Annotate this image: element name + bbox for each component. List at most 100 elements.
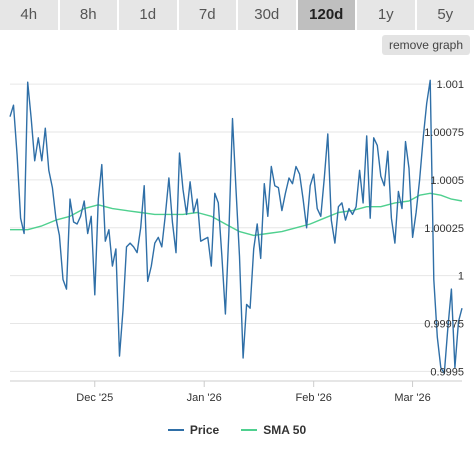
price-line-point xyxy=(376,144,379,147)
price-line-point xyxy=(118,355,121,358)
price-line-point xyxy=(351,213,354,216)
price-line-point xyxy=(164,213,167,216)
price-line-point xyxy=(305,226,308,229)
price-line-point xyxy=(51,186,54,189)
sma-line-point xyxy=(365,205,368,208)
price-line-point xyxy=(337,205,340,208)
x-tick-label: Mar '26 xyxy=(394,392,430,404)
sma-line-point xyxy=(111,207,114,210)
y-tick-label: 0.99975 xyxy=(424,319,464,331)
price-line-point xyxy=(19,217,22,220)
price-line-point xyxy=(213,192,216,195)
price-chart: Dec '25 Jan '26 Feb '26 Mar '26 0.99950.999… xyxy=(9,79,464,404)
price-line-point xyxy=(192,211,195,214)
sma-line-point xyxy=(450,198,453,201)
price-line-point xyxy=(273,184,276,187)
price-line-point xyxy=(365,134,368,137)
price-line-point xyxy=(280,209,283,212)
price-line-point xyxy=(390,217,393,220)
price-line-point xyxy=(245,303,248,306)
price-line-point xyxy=(61,278,64,281)
price-line-point xyxy=(224,312,227,315)
sma-line-point xyxy=(40,224,43,227)
price-line-point xyxy=(234,188,237,191)
sma-line-point xyxy=(280,230,283,233)
remove-graph-button[interactable]: remove graph xyxy=(382,35,470,55)
price-line-point xyxy=(340,201,343,204)
price-line-point xyxy=(312,173,315,176)
legend-item-sma[interactable]: SMA 50 xyxy=(241,423,306,437)
price-line-point xyxy=(460,307,463,310)
price-line-point xyxy=(79,215,82,218)
timeframe-tabbar: 4h 8h 1d 7d 30d 120d 1y 5y xyxy=(0,0,474,30)
sma-line-point xyxy=(210,215,213,218)
price-line-point xyxy=(100,163,103,166)
x-tick-label: Dec '25 xyxy=(76,392,113,404)
price-line-point xyxy=(104,240,107,243)
sma-line-point xyxy=(309,222,312,225)
price-line-point xyxy=(291,182,294,185)
tab-120d[interactable]: 120d xyxy=(297,0,357,30)
price-line-point xyxy=(347,207,350,210)
y-tick-label: 1.001 xyxy=(436,79,464,91)
price-line-point xyxy=(185,213,188,216)
price-line-point xyxy=(72,220,75,223)
price-line-point xyxy=(132,245,135,248)
y-axis: 0.9995 0.99975 1 1.00025 1.0005 1.00075 1.001 xyxy=(424,79,464,378)
sma-line-point xyxy=(153,213,156,216)
tab-30d[interactable]: 30d xyxy=(238,0,298,30)
grid xyxy=(10,83,462,372)
sma-legend-line-icon xyxy=(241,429,258,431)
price-line-point xyxy=(287,176,290,179)
price-line-point xyxy=(242,356,245,359)
price-line-point xyxy=(125,245,128,248)
price-line-point xyxy=(249,307,252,310)
price-line-point xyxy=(284,192,287,195)
price-series xyxy=(9,79,463,374)
price-line-point xyxy=(37,136,40,139)
sma-line-point xyxy=(167,213,170,216)
price-line-point xyxy=(203,238,206,241)
legend-item-price[interactable]: Price xyxy=(167,423,219,437)
price-line-point xyxy=(400,207,403,210)
price-line-point xyxy=(429,79,432,82)
price-line-point xyxy=(344,219,347,222)
tab-1y[interactable]: 1y xyxy=(357,0,417,30)
price-line-point xyxy=(227,230,230,233)
price-line-point xyxy=(231,117,234,120)
price-line-point xyxy=(418,178,421,181)
price-line-point xyxy=(44,127,47,130)
sma-line-point xyxy=(323,217,326,220)
x-axis: Dec '25 Jan '26 Feb '26 Mar '26 xyxy=(10,380,462,404)
price-line-point xyxy=(252,247,255,250)
tab-1d[interactable]: 1d xyxy=(119,0,179,30)
price-line-point xyxy=(93,293,96,296)
price-line-point xyxy=(90,215,93,218)
price-line-point xyxy=(174,251,177,254)
price-line xyxy=(9,79,463,374)
tab-8h[interactable]: 8h xyxy=(60,0,119,30)
price-line-point xyxy=(136,251,139,254)
tab-7d[interactable]: 7d xyxy=(179,0,238,30)
price-line-point xyxy=(316,207,319,210)
sma-line-point xyxy=(379,205,382,208)
price-line-point xyxy=(58,234,61,237)
price-line-point xyxy=(263,182,266,185)
tab-4h[interactable]: 4h xyxy=(0,0,60,30)
y-tick-label: 0.9995 xyxy=(430,366,464,378)
price-line-point xyxy=(358,169,361,172)
price-line-point xyxy=(146,280,149,283)
price-line-point xyxy=(425,102,428,105)
x-tick-label: Feb '26 xyxy=(296,392,332,404)
price-line-point xyxy=(450,288,453,291)
tab-5y[interactable]: 5y xyxy=(437,6,454,23)
price-line-point xyxy=(432,278,435,281)
price-line-point xyxy=(259,257,262,260)
price-line-point xyxy=(372,136,375,139)
price-line-point xyxy=(139,226,142,229)
price-line-point xyxy=(129,242,132,245)
price-line-point xyxy=(143,184,146,187)
price-line-point xyxy=(362,201,365,204)
price-line-point xyxy=(309,184,312,187)
price-line-point xyxy=(111,265,114,268)
